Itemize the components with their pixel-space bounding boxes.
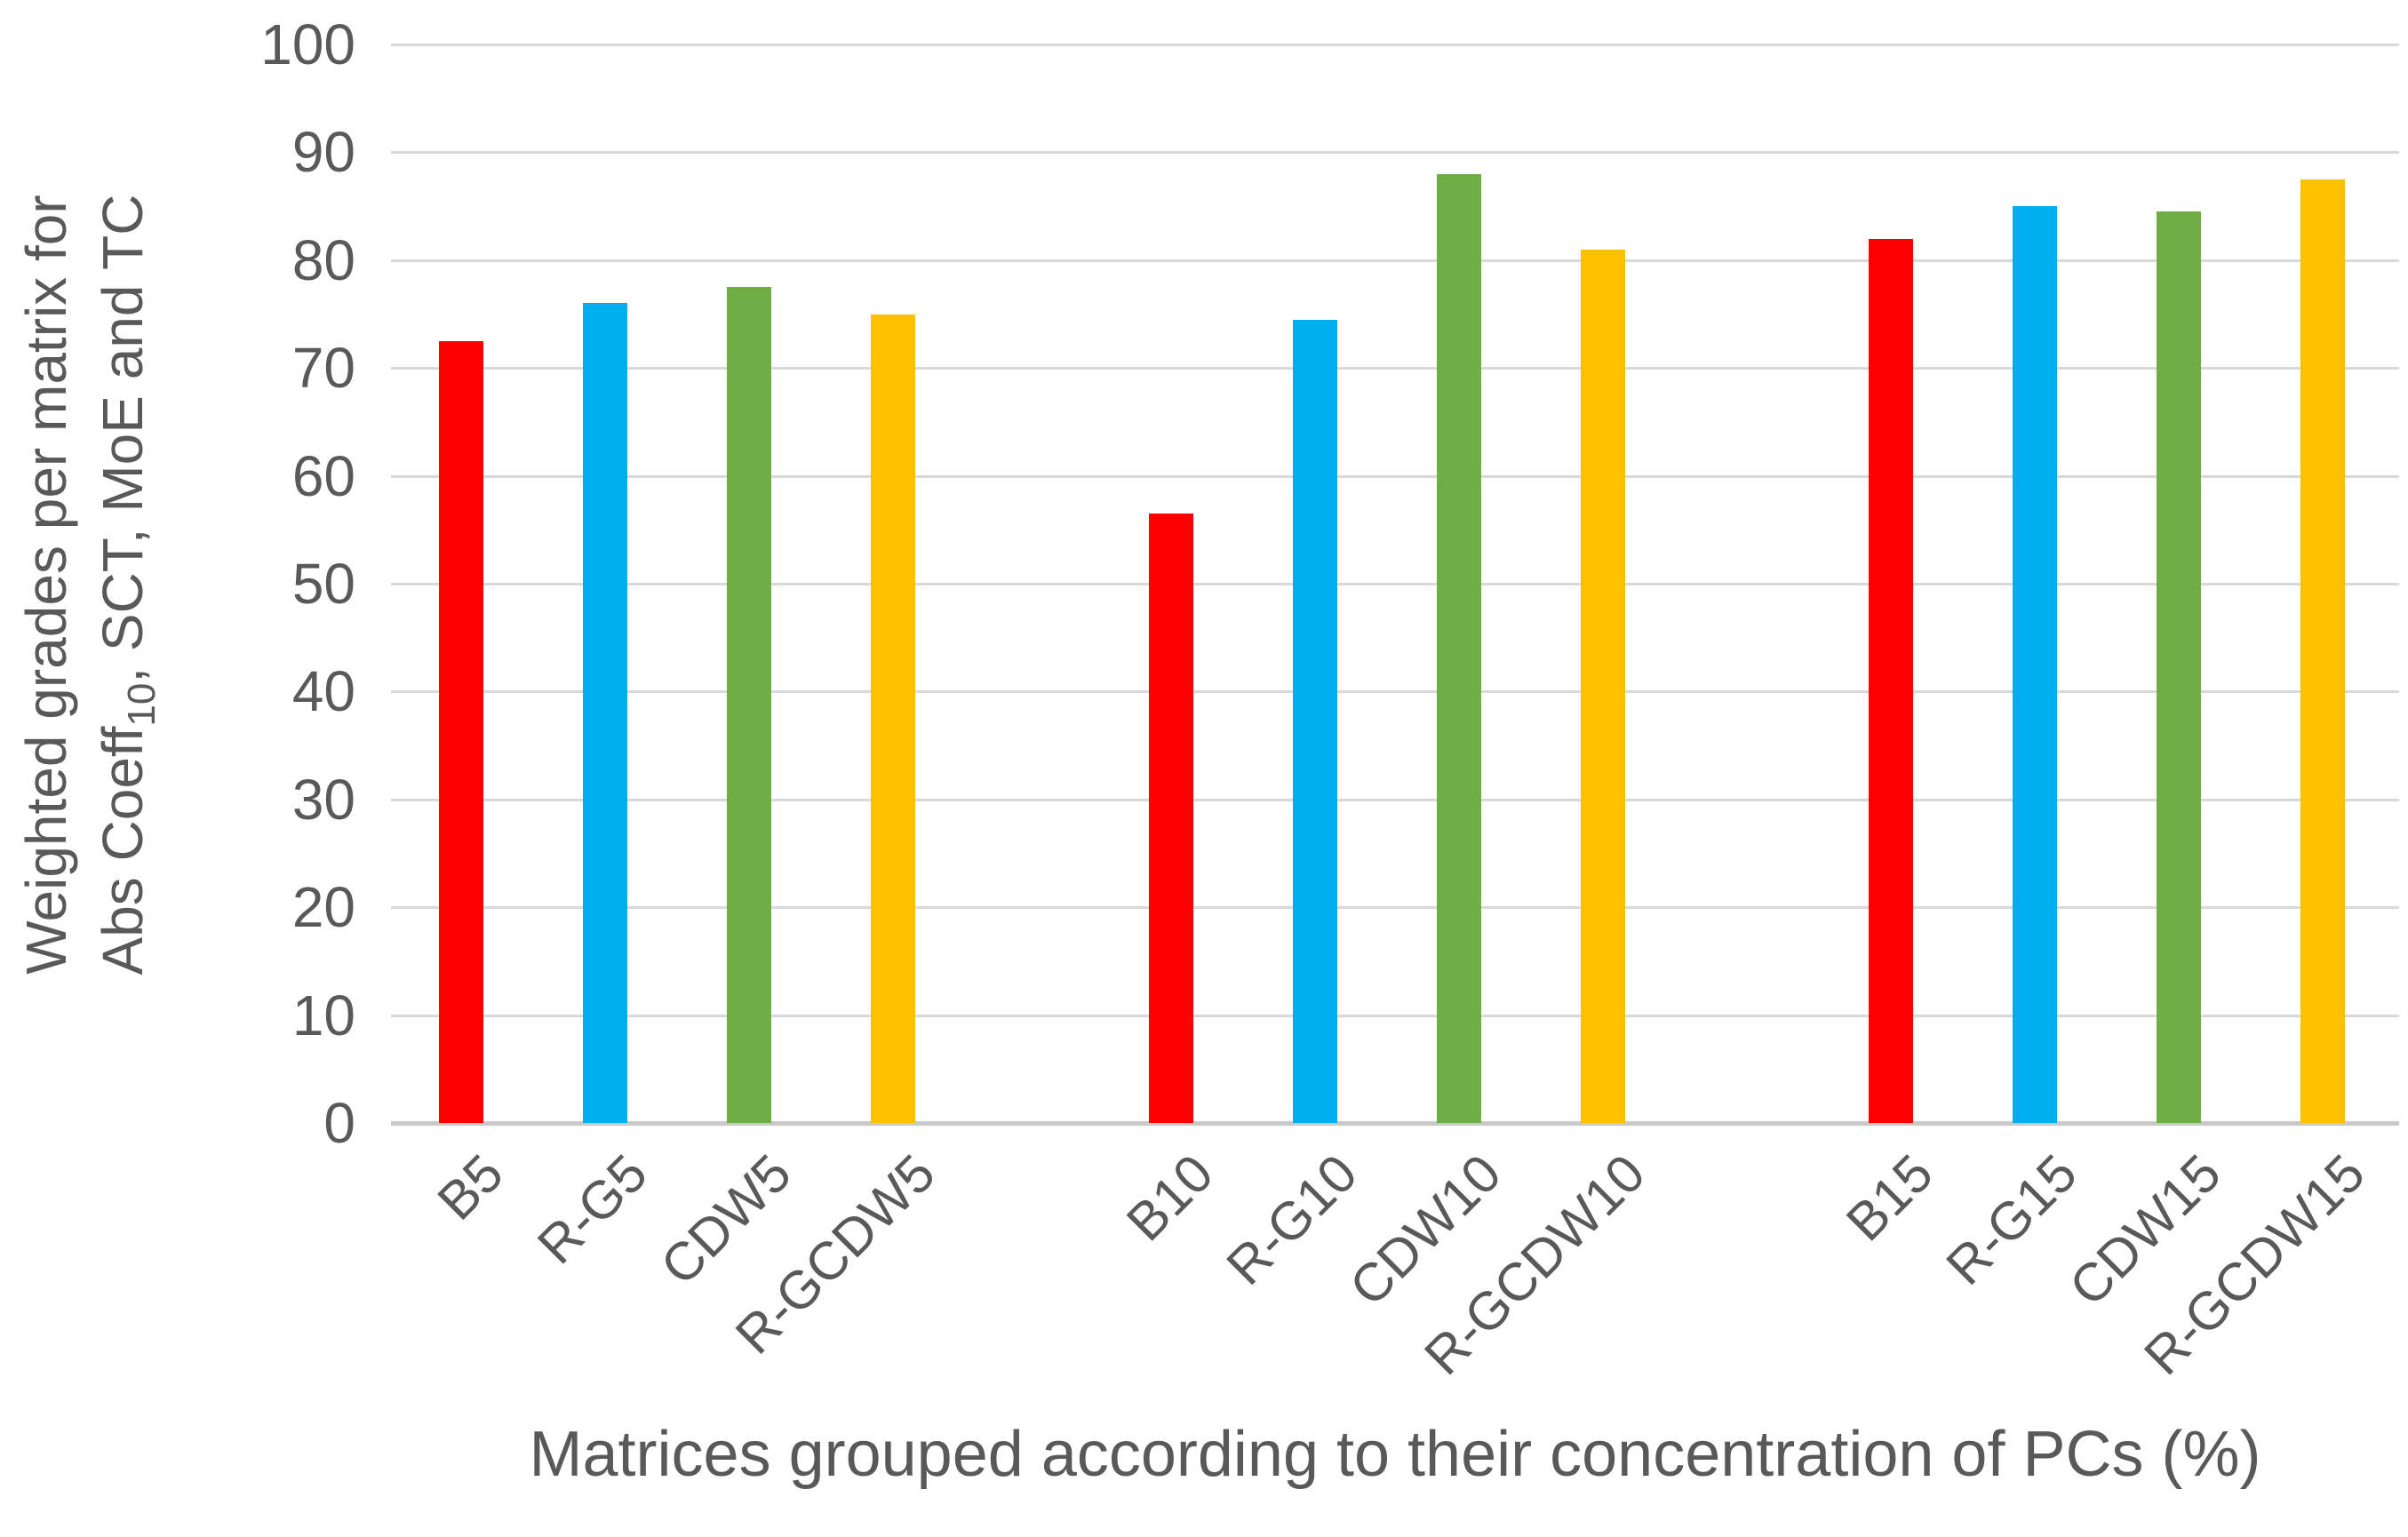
bar-B15: [1869, 238, 1913, 1123]
bar-R-GCDW15: [2300, 179, 2345, 1123]
gridline-20: [391, 906, 2399, 910]
gridline-30: [391, 798, 2399, 801]
bar-R-G10: [1293, 319, 1337, 1123]
y-tick-label-40: 40: [291, 659, 355, 724]
bar-B5: [439, 340, 483, 1123]
y-tick-label-30: 30: [291, 767, 355, 832]
gridline-100: [391, 44, 2399, 46]
bar-CDW5: [727, 287, 771, 1123]
gridline-50: [391, 583, 2399, 585]
y-tick-label-0: 0: [323, 1091, 355, 1155]
y-axis-title-line1: Weighted grades per matrix for: [14, 195, 78, 975]
gridline-90: [391, 151, 2399, 155]
bar-R-GCDW5: [871, 314, 915, 1123]
y-tick-label-60: 60: [291, 443, 355, 508]
gridline-80: [391, 259, 2399, 262]
y-axis-title-line2: Abs Coeff10, SCT, MoE and TC: [91, 194, 163, 976]
gridline-10: [391, 1014, 2399, 1017]
bar-CDW10: [1437, 173, 1481, 1123]
bar-B10: [1149, 514, 1193, 1123]
y-tick-label-20: 20: [291, 875, 355, 940]
gridline-70: [391, 367, 2399, 370]
x-axis-title: Matrices grouped according to their conc…: [529, 1419, 2261, 1490]
plot-area: [391, 44, 2399, 1126]
gridline-40: [391, 690, 2399, 694]
y-axis-title: Weighted grades per matrix for Abs Coeff…: [8, 29, 163, 1140]
bar-R-G5: [583, 303, 627, 1123]
y-tick-label-50: 50: [291, 552, 355, 616]
bar-R-G15: [2013, 206, 2057, 1123]
y-tick-label-70: 70: [291, 336, 355, 401]
gridline-60: [391, 474, 2399, 478]
bar-R-GCDW10: [1581, 249, 1625, 1123]
y-tick-label-100: 100: [260, 12, 355, 76]
y-tick-label-90: 90: [291, 120, 355, 185]
y-tick-label-10: 10: [291, 983, 355, 1047]
y-axis-title-subscript: 10: [119, 682, 163, 727]
bar-CDW15: [2157, 211, 2201, 1123]
y-tick-label-80: 80: [291, 227, 355, 292]
x-axis-baseline: [391, 1121, 2399, 1126]
